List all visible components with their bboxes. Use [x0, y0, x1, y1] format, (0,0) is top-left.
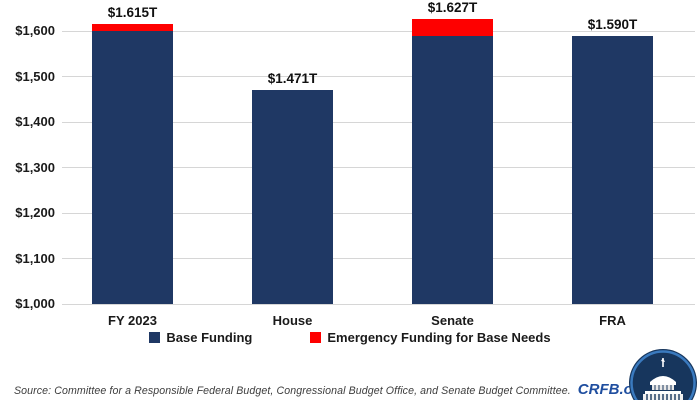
gridline-1-200	[62, 212, 695, 214]
y-axis-tick-label: $1,300	[15, 159, 55, 175]
x-axis-label-fra: FRA	[599, 313, 626, 328]
data-label-fra: $1.590T	[587, 16, 638, 32]
bar-base-funding-senate	[412, 35, 493, 304]
y-axis-tick-label: $1,000	[15, 296, 55, 311]
legend-item-base-funding: Base Funding	[149, 330, 252, 345]
bar-emergency-funding-senate	[412, 18, 493, 36]
bar-base-funding-house	[252, 89, 333, 304]
x-axis-label-fy-2023: FY 2023	[108, 313, 157, 328]
gridline-1-500	[62, 76, 695, 77]
legend: Base Funding Emergency Funding for Base …	[0, 330, 700, 345]
y-axis-tick-label: $1,500	[15, 68, 55, 84]
legend-label: Base Funding	[166, 330, 253, 345]
base-funding-swatch	[149, 332, 161, 343]
gridline-1-400	[62, 121, 695, 123]
y-axis-tick-label: $1,200	[15, 205, 55, 220]
emergency-funding-swatch	[310, 332, 322, 343]
bar-base-funding-fra	[572, 35, 653, 304]
bar-base-funding-fy-2023	[92, 31, 173, 304]
gridline-1-600	[62, 30, 695, 32]
y-axis-tick-label: $1,100	[15, 250, 55, 266]
x-axis-label-house: House	[272, 313, 313, 328]
gridline-1-100	[62, 258, 695, 259]
y-axis-tick-label: $1,600	[15, 23, 55, 38]
data-label-fy-2023: $1.615T	[107, 5, 158, 21]
crfb-capitol-logo-icon	[628, 348, 698, 400]
data-label-senate: $1.627T	[427, 0, 478, 15]
data-label-house: $1.471T	[267, 70, 318, 86]
footer: Source: Committee for a Responsible Fede…	[14, 381, 648, 398]
x-axis-label-senate: Senate	[431, 313, 474, 328]
y-axis-tick-label: $1,400	[15, 114, 55, 129]
bar-emergency-funding-fy-2023	[92, 24, 173, 31]
gridline-1-300	[62, 167, 695, 168]
plot-area: $1,000 $1,100 $1,200 $1,300 $1,400 $1,500 $1,6…	[15, 0, 695, 328]
source-attribution: Source: Committee for a Responsible Fede…	[14, 385, 571, 397]
legend-label: Emergency Funding for Base Needs	[327, 330, 551, 345]
legend-item-emergency-funding: Emergency Funding for Base Needs	[310, 330, 551, 345]
gridline-1-000	[62, 303, 695, 305]
